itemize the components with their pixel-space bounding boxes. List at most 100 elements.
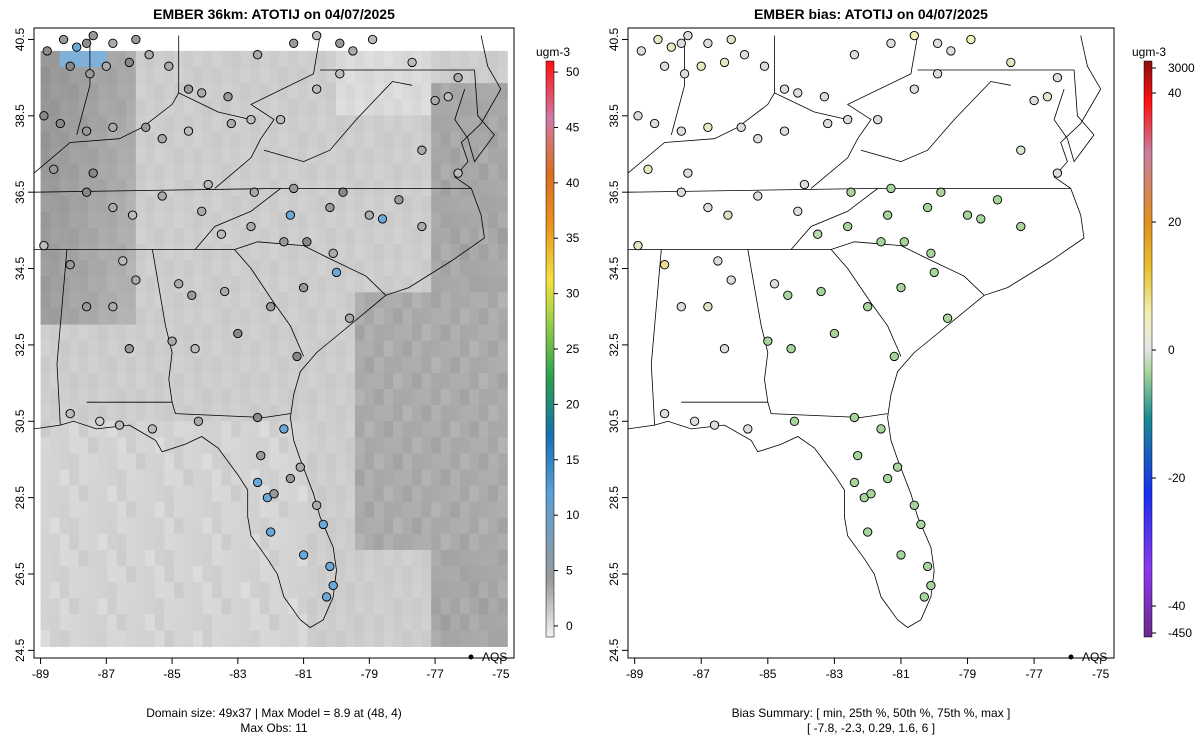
site-marker [348,46,358,56]
colorbar-tick-label: 5 [566,564,573,578]
site-marker [636,46,646,56]
x-tick-label: -77 [1025,667,1043,681]
site-marker [312,84,322,94]
right-colorbar-gradient [1143,60,1153,638]
site-marker [417,145,427,155]
site-marker [992,195,1003,205]
site-marker [338,187,348,197]
site-marker [164,61,174,71]
site-marker [141,122,151,132]
site-marker [183,126,194,136]
site-marker [39,240,49,251]
site-marker [335,69,345,79]
x-tick-label: -83 [826,667,844,681]
y-tick-label: 26.5 [607,562,621,586]
site-marker [823,118,833,129]
x-tick-label: -77 [426,667,444,681]
x-tick-label: -81 [892,667,910,681]
site-marker [936,187,946,197]
colorbar-tick-label: 25 [566,342,580,356]
y-tick-label: 28.5 [607,486,621,510]
site-marker [709,420,720,430]
site-marker [101,61,111,71]
site-marker [377,214,388,224]
site-marker [269,489,279,499]
y-tick-label: 36.5 [607,180,621,204]
colorbar-tick-label: 45 [566,120,580,134]
left-y-axis: 40.5 38.5 36.5 34.5 32.5 30.5 28.5 26.5 24.5 [13,27,34,662]
site-marker [187,290,197,300]
site-marker [295,462,305,472]
left-caption-line2: Max Obs: 11 [240,721,308,735]
site-marker [407,57,417,68]
site-marker [676,187,686,197]
x-tick-label: -81 [295,667,313,681]
site-marker [114,420,125,430]
left-colorbar-unit: ugm-3 [536,45,570,59]
site-marker [81,302,92,312]
site-marker [843,221,853,232]
site-marker [183,84,194,94]
site-marker [909,500,919,510]
left-colorbar: ugm-3 0 5 10 15 20 25 30 35 40 45 50 [536,45,580,638]
site-marker [42,46,52,56]
site-marker [696,61,706,71]
left-colorbar-gradient [545,60,555,638]
y-tick-label: 36.5 [13,180,27,204]
y-tick-label: 32.5 [607,333,621,357]
site-marker [882,210,893,220]
site-marker [1016,221,1026,232]
site-marker [124,57,134,68]
site-marker [298,282,309,293]
site-marker [779,84,790,94]
site-marker [853,450,863,461]
site-marker [1029,95,1039,106]
site-marker [713,256,723,266]
site-marker [793,206,803,216]
site-marker [919,592,929,602]
site-marker [659,408,670,419]
site-marker [108,202,118,213]
site-marker [916,519,926,530]
site-marker [876,424,886,434]
y-tick-label: 34.5 [13,257,27,281]
right-aqs-label: AQS [1082,650,1107,664]
site-marker [417,221,427,232]
site-marker [249,187,259,197]
x-tick-label: -89 [626,667,644,681]
site-marker [1042,92,1053,102]
site-marker [909,30,919,41]
site-marker [896,282,906,293]
site-marker [167,336,177,346]
state-boundaries-right [627,35,1102,628]
site-marker [739,50,750,60]
site-marker [197,206,207,216]
site-marker [763,336,773,346]
site-marker [1052,72,1063,83]
site-marker [676,38,686,48]
site-marker [292,351,302,362]
site-marker [896,550,906,560]
site-marker [65,408,75,419]
right-map-panel: -89 -87 -85 -83 -81 -79 -77 -75 40.5 38.5 36.5 34.… [607,27,1115,681]
site-marker [649,118,660,129]
site-marker [325,202,335,213]
site-marker [81,126,92,136]
site-marker [1006,57,1016,68]
site-marker [689,416,700,426]
site-marker [289,38,299,48]
site-marker [932,38,943,48]
site-marker [453,72,463,83]
x-tick-label: -87 [98,667,116,681]
right-colorbar: ugm-3 3000 40 20 0 -20 -40 -450 [1132,45,1195,640]
site-marker [899,237,909,247]
site-marker [829,328,840,339]
site-marker [108,122,118,132]
colorbar-tick-label: -40 [1168,599,1186,613]
site-marker [302,237,312,247]
site-marker [266,527,276,537]
colorbar-tick-label: 20 [1168,215,1182,229]
site-marker [275,114,286,125]
site-marker [312,500,322,510]
site-marker [430,95,440,106]
